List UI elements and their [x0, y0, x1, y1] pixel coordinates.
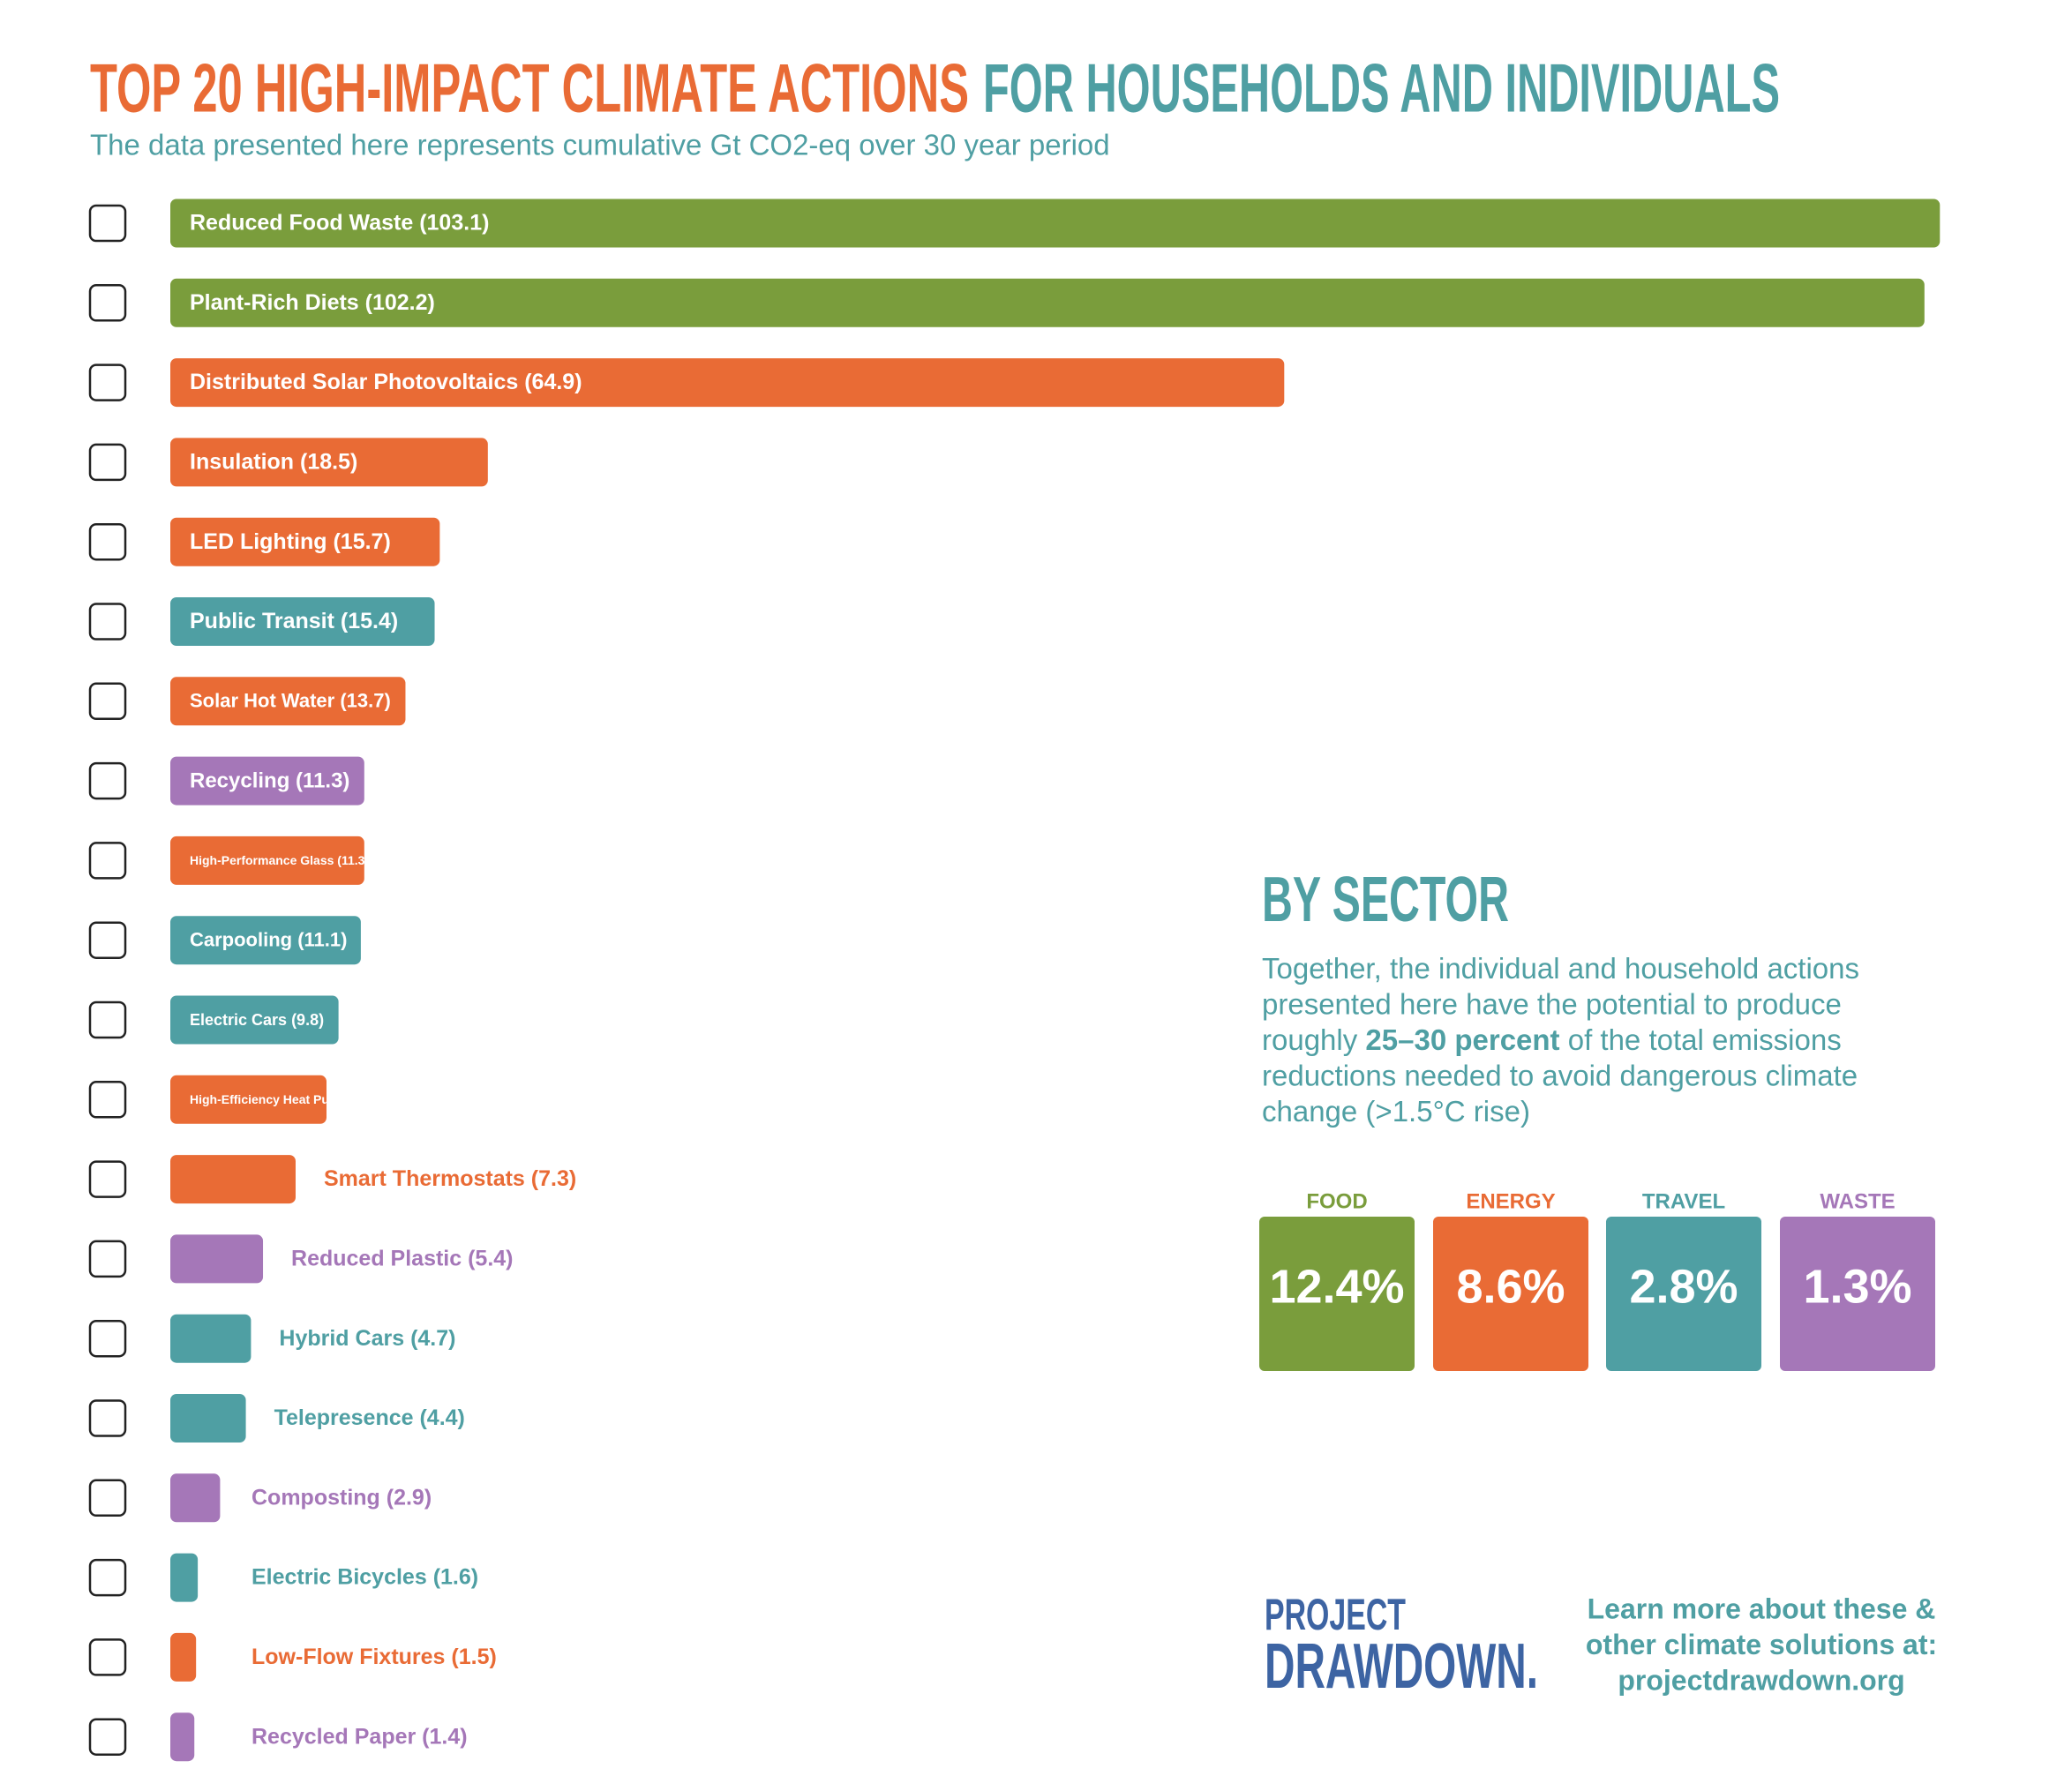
bar [170, 995, 339, 1045]
bar-label: Composting (2.9) [251, 1485, 432, 1510]
sector-name: WASTE [1820, 1189, 1895, 1213]
checkbox[interactable] [88, 1081, 127, 1119]
bar-label: Insulation (18.5) [190, 450, 357, 475]
checkbox[interactable] [88, 443, 127, 482]
bar-label: Public Transit (15.4) [190, 609, 398, 633]
bar [170, 916, 361, 965]
sector-name: TRAVEL [1642, 1189, 1725, 1213]
sector-text: change (>1.5°C rise) [1262, 1095, 1530, 1128]
checkbox[interactable] [88, 921, 127, 959]
bar [170, 597, 435, 646]
checkbox[interactable] [88, 1000, 127, 1039]
bar [170, 1234, 264, 1284]
checkbox[interactable] [88, 1160, 127, 1198]
bar [170, 358, 1285, 408]
checkbox[interactable] [88, 1558, 127, 1597]
logo-top: PROJECT [1265, 1590, 1406, 1639]
bar-label: Plant-Rich Diets (102.2) [190, 290, 435, 315]
bar [170, 1473, 221, 1523]
title-part2: FOR HOUSEHOLDS AND INDIVIDUALS [983, 49, 1780, 127]
bar-label: Electric Cars (9.8) [190, 1011, 324, 1029]
sector-value: 8.6% [1456, 1260, 1565, 1313]
bar [170, 1314, 251, 1363]
checkbox[interactable] [88, 1479, 127, 1517]
subtitle: The data presented here represents cumul… [90, 129, 1110, 161]
sector-text: presented here have the potential to pro… [1262, 987, 1842, 1020]
title-part1: TOP 20 HIGH-IMPACT CLIMATE ACTIONS [90, 49, 969, 127]
bar-label: Telepresence (4.4) [274, 1405, 465, 1430]
sector-box [1606, 1217, 1761, 1371]
sector-text-segment: roughly [1262, 1023, 1365, 1056]
bar-label: Carpooling (11.1) [190, 929, 347, 951]
checkbox[interactable] [88, 1399, 127, 1437]
bar-label: Solar Hot Water (13.7) [190, 690, 391, 712]
checkbox[interactable] [88, 1638, 127, 1676]
bar [170, 1394, 246, 1443]
bar [170, 1155, 296, 1204]
sector-value: 12.4% [1269, 1260, 1404, 1313]
bar-label: Hybrid Cars (4.7) [279, 1326, 455, 1351]
sector-text-segment: Together, the individual and household a… [1262, 952, 1859, 985]
bar [170, 438, 488, 487]
sector-text: Together, the individual and household a… [1262, 952, 1859, 985]
sector-box [1780, 1217, 1935, 1371]
sector-text-segment: presented here have the potential to pro… [1262, 987, 1842, 1020]
bar-label: Electric Bicycles (1.6) [251, 1565, 478, 1590]
footer-text: other climate solutions at: [1586, 1629, 1937, 1660]
sector-text: reductions needed to avoid dangerous cli… [1262, 1059, 1858, 1091]
bar [170, 1075, 327, 1124]
sector-box [1259, 1217, 1415, 1371]
checkbox[interactable] [88, 204, 127, 243]
bar-label: Low-Flow Fixtures (1.5) [251, 1645, 497, 1669]
bar [170, 756, 364, 806]
bar-label: Distributed Solar Photovoltaics (64.9) [190, 370, 582, 394]
sector-title: BY SECTOR [1262, 865, 1509, 935]
bar [170, 199, 1941, 248]
bar-label: Recycling (11.3) [190, 768, 349, 792]
bar-label: Reduced Food Waste (103.1) [190, 211, 489, 236]
checkbox[interactable] [88, 842, 127, 880]
checkbox[interactable] [88, 1718, 127, 1756]
bar [170, 517, 440, 566]
sector-text-segment: reductions needed to avoid dangerous cli… [1262, 1059, 1858, 1091]
checkbox[interactable] [88, 284, 127, 322]
sector-value: 2.8% [1629, 1260, 1738, 1313]
checkbox[interactable] [88, 522, 127, 561]
bar-label: LED Lighting (15.7) [190, 529, 391, 554]
sector-text-segment: 25–30 percent [1365, 1023, 1559, 1056]
sector-text-segment: of the total emissions [1560, 1023, 1842, 1056]
checkbox[interactable] [88, 1319, 127, 1358]
bar-label: Reduced Plastic (5.4) [291, 1247, 513, 1271]
sector-value: 1.3% [1803, 1260, 1911, 1313]
sector-name: ENERGY [1466, 1189, 1555, 1213]
bar-label: Smart Thermostats (7.3) [324, 1166, 576, 1191]
sector-text-segment: change (>1.5°C rise) [1262, 1095, 1530, 1128]
checkbox[interactable] [88, 682, 127, 721]
footer-text: Learn more about these & [1588, 1592, 1936, 1624]
sector-text: roughly 25–30 percent of the total emiss… [1262, 1023, 1842, 1056]
checkbox[interactable] [88, 603, 127, 641]
logo-bottom: DRAWDOWN. [1265, 1631, 1538, 1702]
bar [170, 1632, 197, 1682]
footer-text: projectdrawdown.org [1618, 1664, 1904, 1696]
sector-box [1433, 1217, 1588, 1371]
checkbox[interactable] [88, 363, 127, 401]
bar-label: Recycled Paper (1.4) [251, 1724, 468, 1749]
bar [170, 836, 364, 885]
bar-label: High-Performance Glass (11.3) [190, 853, 369, 867]
checkbox[interactable] [88, 761, 127, 800]
bar [170, 278, 1925, 327]
bar [170, 1712, 195, 1762]
bar [170, 677, 406, 726]
bar-label: High-Efficiency Heat Pumps (9.1) [190, 1092, 383, 1106]
checkbox[interactable] [88, 1240, 127, 1278]
sector-name: FOOD [1306, 1189, 1367, 1213]
bar [170, 1553, 199, 1602]
